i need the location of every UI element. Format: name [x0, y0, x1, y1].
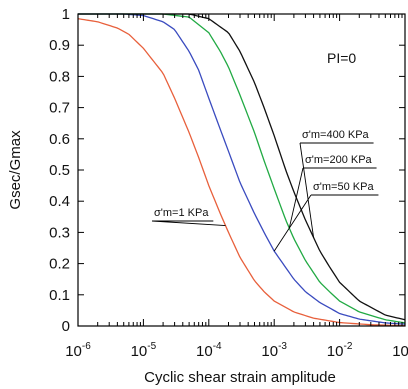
leader-pointer	[288, 167, 304, 229]
leader-pointer	[299, 142, 315, 238]
annotation-200kpa: σ'm=200 KPa	[305, 154, 373, 166]
x-tick-label: 10-6	[65, 341, 91, 360]
x-tick-label: 10-5	[131, 341, 157, 360]
annotation-400kpa: σ'm=400 KPa	[302, 129, 370, 141]
leader-lines-layer	[151, 142, 379, 252]
y-tick-label: 0	[62, 318, 70, 335]
y-tick-label: 0.5	[49, 162, 70, 179]
x-tick-label: 10-1	[392, 341, 408, 360]
y-tick-label: 0.4	[49, 193, 70, 210]
y-tick-label: 0.3	[49, 224, 70, 241]
y-tick-label: 0.7	[49, 100, 70, 117]
y-tick-label: 0.2	[49, 256, 70, 273]
x-tick-label: 10-2	[327, 341, 353, 360]
leader-pointer	[151, 220, 226, 226]
x-tick-labels: 10-6 10-5 10-4 10-3 10-2 10-1	[65, 341, 408, 360]
y-tick-label: 0.6	[49, 131, 70, 148]
leader-pointer	[273, 194, 312, 252]
y-tick-label: 0.1	[49, 287, 70, 304]
x-tick-label: 10-3	[261, 341, 287, 360]
annotation-50kpa: σ'm=50 KPa	[313, 181, 374, 193]
y-tick-label: 0.8	[49, 68, 70, 85]
ticks-layer	[77, 13, 406, 327]
pi-label: PI=0	[327, 50, 356, 66]
y-tick-labels: 0 0.1 0.2 0.3 0.4 0.5 0.6 0.7 0.8 0.9 1	[49, 6, 70, 335]
x-tick-label: 10-4	[196, 341, 222, 360]
y-tick-label: 0.9	[49, 37, 70, 54]
curve-series-1	[78, 13, 406, 325]
y-tick-label: 1	[62, 6, 70, 23]
x-axis-title: Cyclic shear strain amplitude	[144, 369, 336, 386]
annotation-1kpa: σ'm=1 KPa	[154, 207, 209, 219]
curve-series-0	[77, 18, 406, 327]
y-axis-title: Gsec/Gmax	[7, 130, 24, 210]
